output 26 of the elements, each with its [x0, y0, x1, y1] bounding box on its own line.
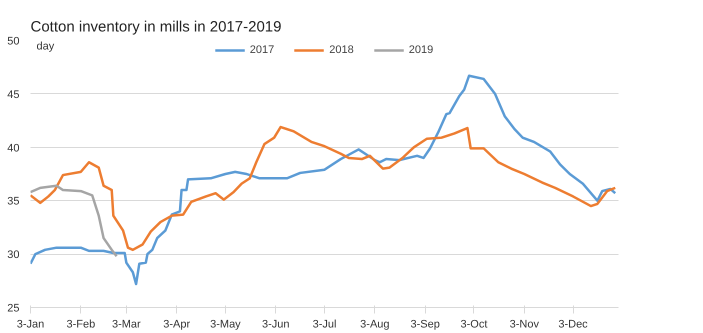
legend-label: 2019: [408, 44, 434, 56]
legend-label: 2018: [329, 44, 354, 56]
line-series: [30, 184, 118, 258]
x-tick-label: 3-Aug: [360, 318, 390, 330]
y-tick-label: 35: [7, 196, 20, 208]
x-tick-label: 3-Mar: [112, 318, 142, 330]
line-series: [30, 126, 616, 252]
x-tick-label: 3-Dec: [558, 318, 588, 330]
x-tick-label: 3-May: [210, 318, 242, 330]
line-series: [30, 74, 616, 286]
x-tick-label: 3-Feb: [66, 318, 96, 330]
chart-title: Cotton inventory in mills in 2017-2019: [30, 18, 282, 36]
y-tick-label: 45: [7, 88, 20, 101]
x-tick-label: 3-Jan: [16, 318, 44, 330]
y-tick-label: 50: [7, 36, 20, 48]
x-tick-label: 3-Jul: [312, 318, 336, 330]
y-axis-title: day: [36, 40, 55, 52]
x-tick-label: 3-Oct: [460, 318, 488, 330]
y-tick-label: 25: [7, 302, 20, 314]
x-tick-label: 3-Nov: [510, 318, 540, 330]
x-tick-label: 3-Sep: [410, 318, 440, 330]
x-tick-label: 3-Apr: [163, 318, 190, 330]
x-tick-label: 3-Jun: [262, 318, 290, 330]
y-tick-label: 40: [7, 142, 20, 154]
legend-label: 2017: [250, 44, 274, 56]
y-tick-label: 30: [7, 249, 20, 262]
